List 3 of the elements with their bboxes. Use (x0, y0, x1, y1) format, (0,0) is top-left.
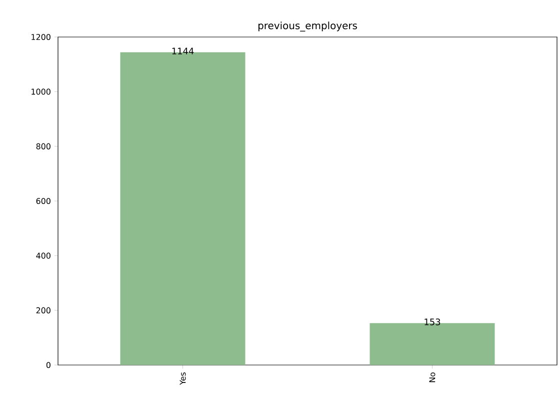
data-label: 1144 (172, 48, 194, 54)
chart-title: previous_employers (258, 22, 357, 32)
data-label: 153 (424, 318, 440, 326)
